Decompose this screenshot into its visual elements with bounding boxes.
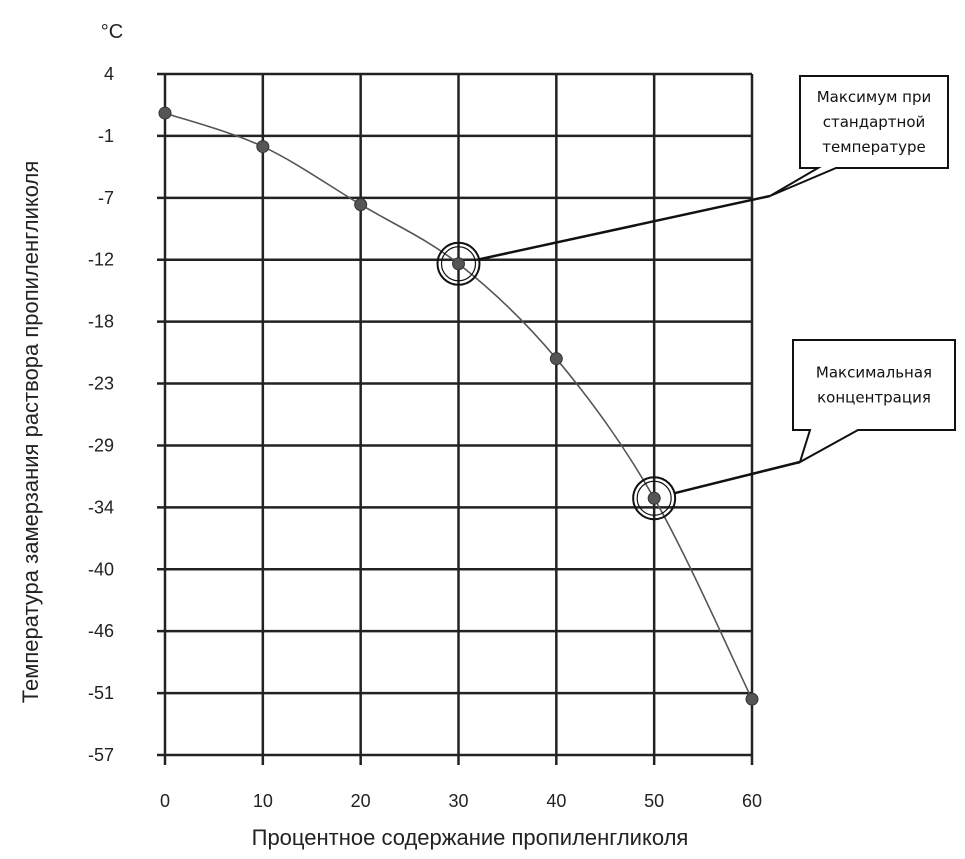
- y-tick-labels: 4 -1 -7 -12 -18 -23 -29 -34 -40 -46 -51 -57: [88, 64, 114, 765]
- y-tick-label: -7: [98, 188, 114, 208]
- x-tick-label: 30: [448, 791, 468, 811]
- data-point: [745, 692, 759, 706]
- data-point: [549, 352, 563, 366]
- annotation-ring-inner: [636, 480, 672, 516]
- y-tick-label: -1: [98, 126, 114, 146]
- annotation-leader: [674, 460, 801, 495]
- y-axis-label: Температура замерзания раствора пропилен…: [18, 161, 43, 703]
- annotation-box: [792, 339, 956, 465]
- unit-label: °C: [101, 21, 123, 43]
- data-point: [158, 106, 172, 120]
- annotation-text: Максимум при: [817, 88, 932, 106]
- data-point: [647, 491, 661, 505]
- annotation-ring: [436, 241, 481, 286]
- annotation-ring: [632, 476, 677, 521]
- x-tick-label: 60: [742, 791, 762, 811]
- annotation-ring-inner: [440, 246, 477, 282]
- annotations: Максимум при стандартной температуре Максим…: [436, 75, 956, 521]
- annotation-text: концентрация: [817, 389, 931, 407]
- y-tick-label: -57: [88, 745, 114, 765]
- grid: [157, 72, 754, 765]
- x-tick-label: 0: [160, 791, 170, 811]
- y-tick-label: -23: [88, 374, 114, 394]
- x-tick-labels: 0 10 20 30 40 50 60: [160, 791, 762, 811]
- annotation-text: Максимальная: [816, 364, 932, 382]
- x-tick-label: 50: [644, 791, 664, 811]
- data-points: [158, 106, 759, 706]
- x-tick-label: 40: [546, 791, 566, 811]
- x-tick-label: 10: [253, 791, 273, 811]
- y-tick-label: -18: [88, 312, 114, 332]
- annotation-leader: [478, 194, 771, 261]
- annotation-box: [769, 75, 949, 197]
- data-point: [256, 140, 270, 154]
- annotation-text: стандартной: [823, 113, 926, 131]
- y-tick-label: -34: [88, 497, 114, 517]
- x-axis-label: Процентное содержание пропиленгликоля: [252, 825, 689, 850]
- y-tick-label: -46: [88, 621, 114, 641]
- x-tick-label: 20: [351, 791, 371, 811]
- y-tick-label: -12: [88, 250, 114, 270]
- y-tick-label: 4: [104, 64, 114, 84]
- data-point: [354, 198, 368, 212]
- y-tick-label: -29: [88, 435, 114, 455]
- annotation-text: температуре: [822, 138, 925, 156]
- data-point: [452, 257, 465, 271]
- y-tick-label: -40: [88, 559, 114, 579]
- y-tick-label: -51: [88, 683, 114, 703]
